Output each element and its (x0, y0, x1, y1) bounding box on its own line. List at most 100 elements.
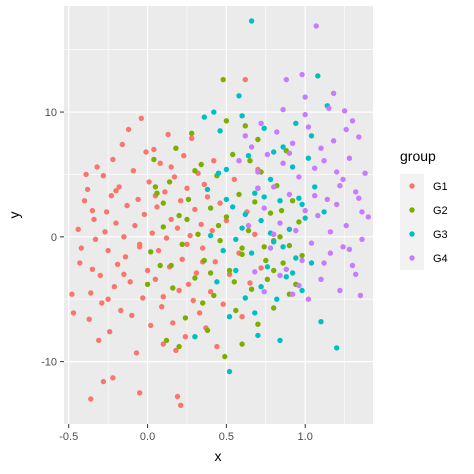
data-point (185, 196, 192, 203)
data-point (151, 146, 157, 153)
data-point (305, 124, 312, 130)
data-point (173, 145, 179, 151)
data-point (113, 220, 119, 226)
data-point (155, 247, 162, 254)
data-point (299, 287, 305, 294)
data-point (353, 189, 359, 195)
data-point (289, 198, 296, 204)
data-point (239, 251, 245, 257)
data-point (230, 151, 236, 158)
data-point (178, 402, 184, 408)
data-point (274, 129, 280, 135)
data-point (89, 266, 96, 272)
data-point (359, 236, 365, 242)
data-point (207, 232, 214, 239)
data-point (94, 164, 100, 170)
data-point (267, 245, 274, 251)
data-point (245, 153, 252, 159)
data-point (214, 279, 220, 285)
data-point (286, 150, 293, 156)
data-point (271, 149, 277, 155)
data-point (89, 207, 96, 214)
data-point (201, 257, 207, 264)
data-point (116, 184, 122, 190)
data-point (280, 160, 286, 166)
legend-title: group (400, 148, 436, 164)
data-point (178, 198, 184, 204)
data-point (181, 153, 187, 159)
data-point (211, 158, 217, 164)
legend-key-point (409, 255, 415, 261)
series-g4 (236, 23, 371, 302)
data-point (313, 23, 319, 29)
data-point (330, 138, 337, 144)
data-point (327, 229, 334, 235)
data-point (211, 292, 217, 299)
data-point (185, 281, 192, 287)
x-tick-label: -0.5 (59, 431, 78, 443)
data-point (334, 201, 340, 208)
y-tick-label: -10 (41, 357, 57, 369)
data-point (277, 234, 283, 240)
data-point (264, 276, 271, 282)
data-point (302, 215, 308, 221)
data-point (315, 212, 321, 219)
data-point (231, 279, 237, 285)
data-point (198, 161, 204, 168)
data-point (289, 164, 296, 170)
data-point (264, 264, 271, 270)
data-point (160, 294, 166, 300)
data-point (179, 256, 185, 262)
data-point (324, 196, 330, 203)
data-point (263, 257, 269, 264)
data-point (283, 274, 289, 280)
data-point (271, 184, 277, 190)
data-point (236, 93, 242, 99)
data-point (207, 205, 214, 211)
data-point (318, 319, 324, 325)
data-point (168, 216, 174, 223)
data-point (255, 185, 261, 191)
data-point (174, 225, 181, 231)
data-point (255, 332, 261, 339)
data-point (192, 168, 198, 174)
data-point (165, 131, 171, 138)
data-point (88, 396, 94, 402)
data-point (137, 244, 143, 250)
data-point (174, 393, 181, 400)
data-point (252, 190, 258, 196)
x-tick-label: 1.0 (298, 431, 313, 443)
data-point (321, 209, 327, 215)
data-point (70, 310, 77, 316)
plot-background (64, 6, 373, 424)
data-point (170, 320, 176, 326)
data-point (141, 211, 148, 218)
data-point (258, 217, 264, 224)
data-point (267, 210, 274, 216)
data-point (278, 207, 285, 214)
data-point (357, 292, 364, 299)
data-point (346, 155, 353, 161)
data-point (192, 334, 198, 340)
data-point (223, 217, 230, 224)
legend-label: G3 (433, 229, 448, 241)
x-axis-title: x (215, 448, 222, 464)
data-point (236, 191, 242, 198)
data-point (207, 270, 214, 276)
data-point (330, 90, 337, 97)
data-point (242, 133, 248, 139)
data-point (289, 140, 296, 146)
data-point (217, 237, 223, 244)
data-point (277, 337, 283, 344)
data-point (182, 315, 189, 321)
data-point (157, 262, 163, 269)
legend-label: G1 (433, 181, 448, 193)
data-point (261, 289, 267, 295)
data-point (96, 337, 102, 344)
data-point (286, 191, 293, 198)
data-point (154, 204, 160, 210)
data-point (308, 240, 315, 246)
data-point (242, 211, 248, 218)
data-point (362, 170, 368, 176)
data-point (151, 156, 157, 163)
